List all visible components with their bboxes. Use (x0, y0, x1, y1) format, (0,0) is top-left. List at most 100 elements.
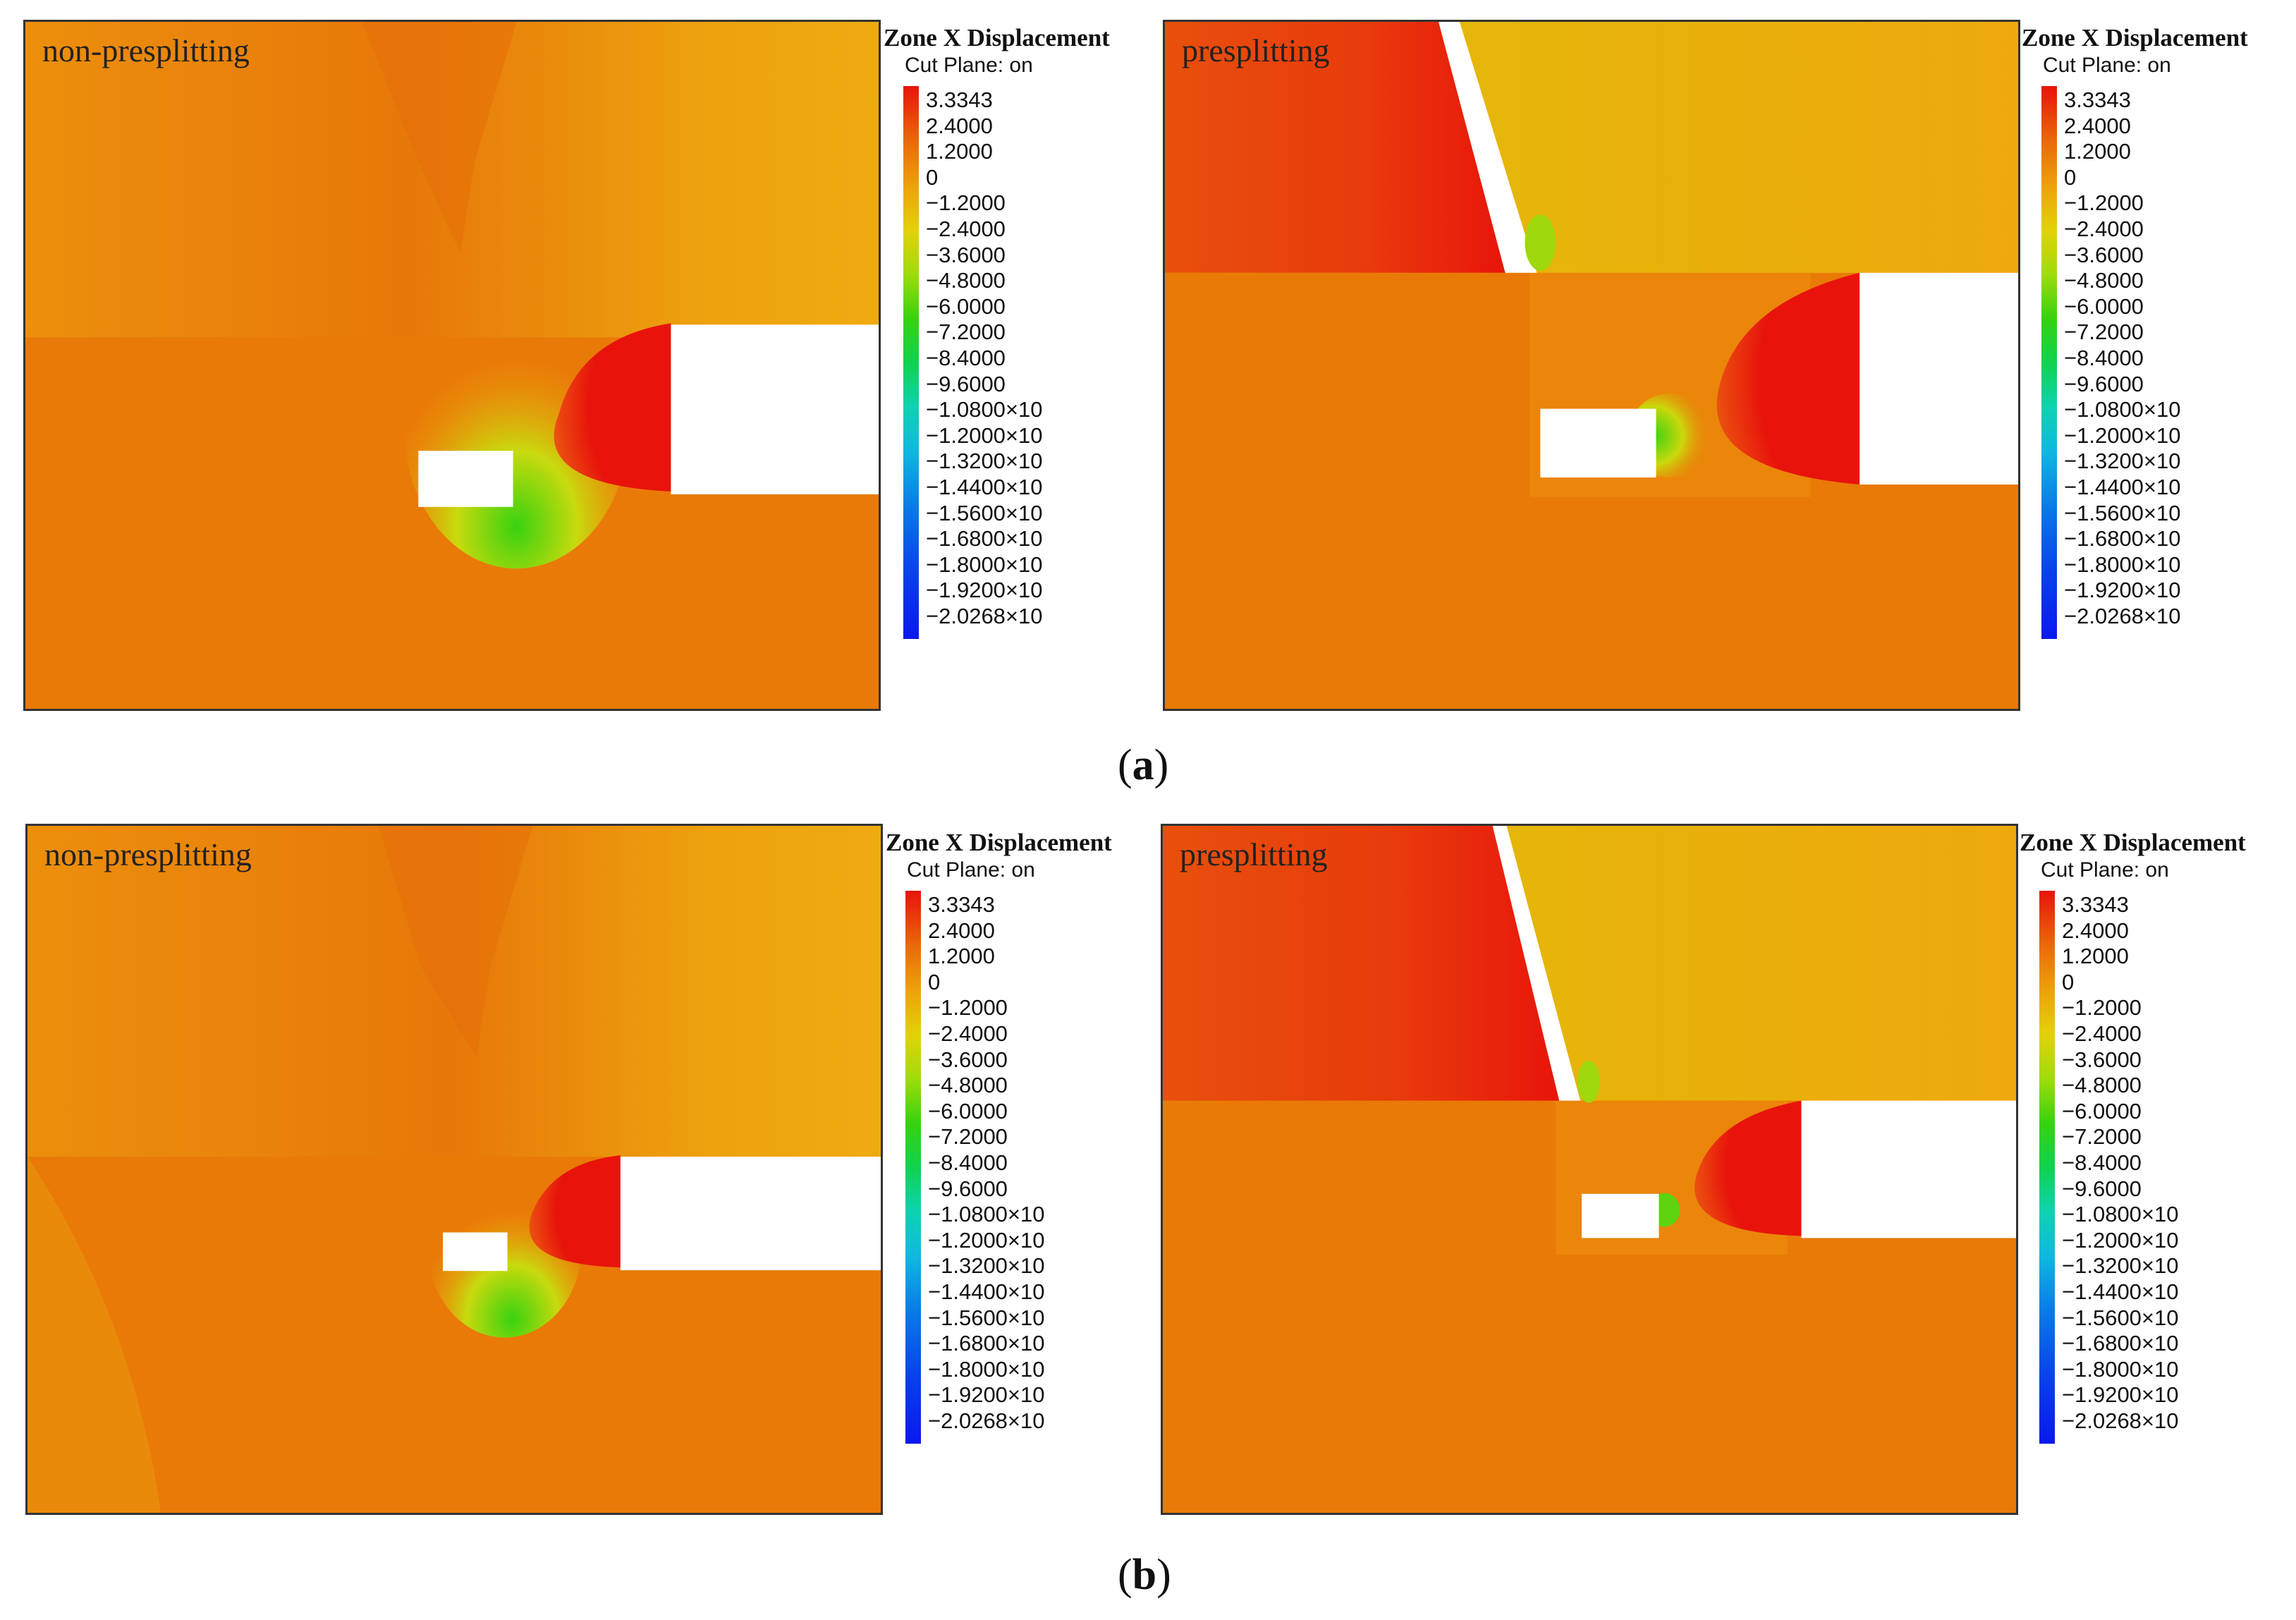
panel-label-a: (a) (1118, 741, 1169, 789)
legend-tick-label: −2.4000 (2064, 217, 2144, 241)
legend-tick-label: −2.0268×10 (926, 604, 1043, 628)
legend-tick-label: −1.9200×10 (2062, 1382, 2179, 1408)
legend-tick-label: −3.6000 (2062, 1047, 2142, 1072)
legend-title: Zone X Displacement (2020, 829, 2246, 856)
legend-tick-label: 1.2000 (926, 139, 993, 164)
legend-tick-label: 0 (2064, 164, 2077, 190)
legend-tick-label: 3.3343 (2062, 892, 2129, 917)
legend-tick-label: −1.6800×10 (928, 1331, 1045, 1356)
legend-title: Zone X Displacement (2022, 24, 2248, 51)
contour-plot-b-presplitting: presplitting (1161, 824, 2018, 1515)
legend-tick-label: −6.0000 (2064, 293, 2144, 319)
legend-tick-label: −1.2000 (928, 995, 1008, 1021)
legend-tick-label: 3.3343 (2064, 87, 2131, 112)
legend-tick-label: 0 (2062, 969, 2075, 994)
legend-tick-label: −1.0800×10 (2062, 1202, 2179, 1227)
legend-color-bar (2039, 891, 2055, 1444)
legend-tick-label: −1.2000 (926, 190, 1006, 216)
legend-tick-label: −3.6000 (926, 242, 1006, 267)
legend-tick-label: −1.3200×10 (926, 449, 1043, 474)
legend-subtitle: Cut Plane: on (907, 858, 1035, 882)
case-label: non-presplitting (42, 32, 250, 68)
legend-tick-label: −1.3200×10 (928, 1253, 1045, 1279)
case-label: non-presplitting (44, 836, 252, 872)
case-label: presplitting (1180, 836, 1328, 872)
legend-tick-label: −2.0268×10 (928, 1408, 1045, 1433)
color-legend: Zone X Displacement Cut Plane: on 3.3343… (884, 24, 1180, 645)
legend-tick-label: −8.4000 (2062, 1150, 2142, 1175)
legend-tick-label: −6.0000 (926, 293, 1006, 319)
legend-tick-label: −2.0268×10 (2064, 604, 2181, 628)
legend-tick-label: −1.5600×10 (2062, 1305, 2179, 1330)
legend-tick-label: 3.3343 (928, 892, 995, 917)
legend-tick-label: −1.0800×10 (2064, 397, 2181, 422)
legend-tick-label: −3.6000 (928, 1047, 1008, 1072)
legend-title: Zone X Displacement (886, 829, 1112, 856)
legend-tick-label: 1.2000 (2064, 139, 2131, 164)
legend-tick-label: 0 (928, 969, 941, 994)
legend-tick-label: −2.0268×10 (2062, 1408, 2179, 1433)
legend-tick-label: 1.2000 (2062, 944, 2129, 969)
legend-tick-label: −2.4000 (2062, 1021, 2142, 1046)
legend-tick-label: −9.6000 (2062, 1176, 2142, 1201)
legend-tick-label: −8.4000 (928, 1150, 1008, 1175)
legend-color-bar (2041, 86, 2057, 639)
legend-tick-label: −2.4000 (928, 1021, 1008, 1046)
legend-tick-label: −7.2000 (2062, 1124, 2142, 1150)
legend-tick-label: −7.2000 (928, 1124, 1008, 1150)
legend-tick-label: −1.2000×10 (928, 1227, 1045, 1253)
legend-tick-label: −6.0000 (928, 1098, 1008, 1123)
legend-tick-label: −4.8000 (2064, 268, 2144, 293)
legend-tick-label: −7.2000 (2064, 319, 2144, 345)
legend-tick-label: 2.4000 (2062, 918, 2129, 943)
legend-tick-label: −2.4000 (926, 217, 1006, 241)
legend-subtitle: Cut Plane: on (2043, 54, 2171, 77)
legend-subtitle: Cut Plane: on (2041, 858, 2169, 882)
legend-tick-label: −1.4400×10 (2062, 1279, 2179, 1304)
legend-tick-label: −7.2000 (926, 319, 1006, 345)
legend-tick-label: −1.4400×10 (928, 1279, 1045, 1304)
legend-tick-label: −1.5600×10 (928, 1305, 1045, 1330)
legend-tick-label: −6.0000 (2062, 1098, 2142, 1123)
legend-tick-label: −9.6000 (926, 371, 1006, 396)
color-legend: Zone X Displacement Cut Plane: on 3.3343… (2020, 829, 2296, 1449)
legend-tick-label: −1.0800×10 (926, 397, 1043, 422)
legend-tick-label: −1.2000 (2064, 190, 2144, 216)
legend-color-bar (903, 86, 919, 639)
legend-tick-label: 0 (926, 164, 939, 190)
legend-tick-label: −9.6000 (928, 1176, 1008, 1201)
legend-tick-label: −4.8000 (2062, 1073, 2142, 1098)
legend-tick-label: −1.9200×10 (926, 578, 1043, 603)
legend-tick-label: −1.6800×10 (926, 526, 1043, 552)
legend-title: Zone X Displacement (884, 24, 1110, 51)
legend-tick-label: −3.6000 (2064, 242, 2144, 267)
legend-tick-label: −1.0800×10 (928, 1202, 1045, 1227)
legend-tick-label: −1.8000×10 (2062, 1356, 2179, 1382)
legend-tick-label: −1.6800×10 (2064, 526, 2181, 552)
legend-tick-label: −1.5600×10 (2064, 500, 2181, 525)
legend-tick-label: −4.8000 (928, 1073, 1008, 1098)
contour-plot-a-presplitting: presplitting (1163, 20, 2020, 711)
legend-subtitle: Cut Plane: on (905, 54, 1033, 77)
legend-tick-label: −1.2000×10 (2064, 422, 2181, 448)
legend-tick-label: 2.4000 (926, 113, 993, 138)
legend-tick-label: −1.3200×10 (2064, 449, 2181, 474)
case-label: presplitting (1182, 32, 1330, 68)
legend-tick-label: −4.8000 (926, 268, 1006, 293)
legend-tick-label: −1.4400×10 (2064, 475, 2181, 499)
legend-tick-label: −1.8000×10 (2064, 552, 2181, 577)
panel-label-b: (b) (1118, 1551, 1171, 1599)
legend-tick-label: 2.4000 (2064, 113, 2131, 138)
legend-tick-label: −1.9200×10 (928, 1382, 1045, 1408)
legend-tick-label: −1.3200×10 (2062, 1253, 2179, 1279)
legend-tick-label: 3.3343 (926, 87, 993, 112)
legend-tick-label: 1.2000 (928, 944, 995, 969)
legend-tick-label: −1.4400×10 (926, 475, 1043, 499)
legend-color-bar (905, 891, 921, 1444)
legend-tick-label: −1.2000 (2062, 995, 2142, 1021)
legend-tick-label: −1.2000×10 (2062, 1227, 2179, 1253)
contour-plot-b-non-presplitting: non-presplitting (25, 824, 883, 1515)
color-legend: Zone X Displacement Cut Plane: on 3.3343… (2022, 24, 2296, 645)
legend-tick-label: −1.2000×10 (926, 422, 1043, 448)
legend-tick-label: −1.8000×10 (926, 552, 1043, 577)
